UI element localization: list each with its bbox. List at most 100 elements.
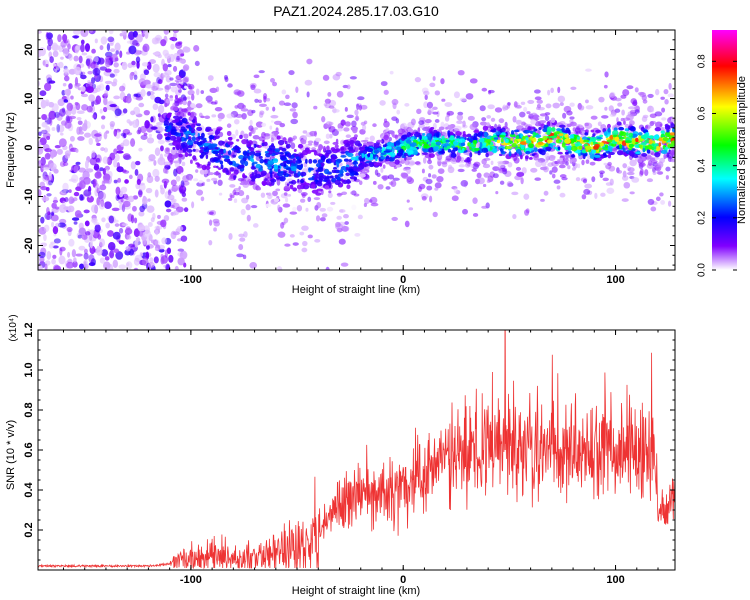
ridge-blob bbox=[653, 134, 660, 140]
halo-blob bbox=[283, 217, 289, 224]
ridge-blob bbox=[628, 143, 634, 149]
halo-blob bbox=[520, 121, 526, 126]
halo-blob bbox=[583, 188, 591, 195]
ridge-blob bbox=[238, 155, 245, 160]
ridge-blob bbox=[499, 147, 503, 152]
noise-blob bbox=[46, 32, 53, 40]
ridge-blob bbox=[396, 164, 401, 168]
noise-blob bbox=[55, 62, 61, 71]
ridge-blob bbox=[471, 147, 476, 153]
ridge-blob bbox=[253, 127, 258, 130]
ridge-blob bbox=[632, 154, 639, 159]
noise-blob bbox=[153, 72, 161, 78]
ridge-blob bbox=[200, 115, 205, 119]
ridge-blob bbox=[300, 139, 307, 145]
noise-blob bbox=[125, 245, 131, 252]
ridge-blob bbox=[218, 149, 225, 155]
halo-blob bbox=[425, 178, 433, 185]
ridge-blob bbox=[388, 162, 395, 167]
ridge-blob bbox=[648, 139, 653, 145]
noise-blob bbox=[154, 247, 159, 251]
ridge-blob bbox=[530, 135, 533, 141]
noise-blob bbox=[138, 102, 145, 108]
ridge-blob bbox=[246, 142, 252, 148]
halo-blob bbox=[456, 120, 463, 125]
ridge-blob bbox=[538, 116, 544, 120]
halo-blob bbox=[436, 175, 444, 183]
ridge-blob bbox=[479, 137, 485, 143]
ridge-blob bbox=[232, 154, 236, 158]
ridge-blob bbox=[361, 153, 365, 159]
ridge-blob bbox=[257, 186, 261, 191]
halo-blob bbox=[553, 179, 561, 184]
ridge-blob bbox=[181, 117, 188, 124]
halo-blob bbox=[552, 102, 560, 109]
halo-blob bbox=[495, 190, 499, 195]
noise-blob bbox=[174, 265, 179, 270]
ridge-blob bbox=[618, 140, 622, 145]
noise-blob bbox=[156, 77, 161, 84]
ridge-blob bbox=[566, 123, 572, 128]
ridge-blob bbox=[308, 158, 313, 164]
noise-blob bbox=[64, 88, 71, 96]
halo-blob bbox=[627, 167, 635, 173]
noise-blob bbox=[139, 252, 144, 257]
ridge-blob bbox=[332, 166, 338, 170]
noise-blob bbox=[52, 50, 59, 58]
halo-blob bbox=[429, 82, 436, 88]
ridge-blob bbox=[358, 180, 363, 186]
ridge-blob bbox=[607, 153, 612, 159]
ridge-blob bbox=[438, 126, 445, 131]
ridge-blob bbox=[606, 139, 613, 143]
ridge-blob bbox=[198, 180, 203, 184]
halo-blob bbox=[515, 166, 522, 171]
ridge-blob bbox=[653, 146, 657, 150]
ridge-blob bbox=[362, 168, 368, 172]
halo-blob bbox=[621, 109, 625, 116]
ridge-blob bbox=[428, 153, 435, 159]
halo-blob bbox=[457, 69, 465, 76]
halo-blob bbox=[213, 221, 220, 227]
halo-blob bbox=[559, 174, 567, 178]
halo-blob bbox=[351, 120, 357, 128]
ridge-blob bbox=[292, 158, 296, 164]
ridge-blob bbox=[447, 148, 452, 153]
halo-blob bbox=[456, 155, 461, 160]
ridge-blob bbox=[314, 137, 321, 142]
ridge-blob bbox=[269, 125, 273, 130]
ridge-blob bbox=[532, 137, 537, 143]
halo-blob bbox=[388, 137, 392, 142]
ridge-blob bbox=[622, 148, 626, 153]
halo-blob bbox=[627, 106, 636, 110]
snr-line bbox=[38, 330, 675, 570]
halo-blob bbox=[567, 165, 571, 170]
noise-blob bbox=[114, 223, 120, 227]
ridge-blob bbox=[210, 143, 218, 147]
noise-blob bbox=[79, 180, 86, 189]
halo-blob bbox=[238, 190, 245, 197]
noise-blob bbox=[119, 91, 126, 101]
spectrogram-frame bbox=[37, 29, 676, 271]
halo-blob bbox=[335, 223, 343, 230]
halo-blob bbox=[602, 177, 609, 182]
ridge-blob bbox=[624, 140, 632, 144]
noise-blob bbox=[127, 195, 135, 203]
noise-blob bbox=[162, 63, 169, 72]
noise-blob bbox=[72, 35, 80, 39]
ridge-blob bbox=[220, 164, 224, 170]
noise-blob bbox=[62, 161, 69, 167]
noise-blob bbox=[133, 74, 138, 81]
noise-blob bbox=[126, 234, 132, 240]
ridge-blob bbox=[664, 125, 671, 131]
noise-blob bbox=[99, 257, 106, 264]
ridge-blob bbox=[208, 134, 215, 140]
halo-blob bbox=[313, 105, 318, 110]
halo-blob bbox=[169, 95, 173, 99]
noise-blob bbox=[38, 30, 42, 34]
ridge-blob bbox=[297, 143, 304, 149]
noise-blob bbox=[140, 89, 146, 97]
halo-blob bbox=[353, 193, 360, 197]
ridge-blob bbox=[595, 158, 602, 162]
spectrogram-heatmap bbox=[38, 30, 675, 270]
ridge-blob bbox=[485, 152, 489, 158]
